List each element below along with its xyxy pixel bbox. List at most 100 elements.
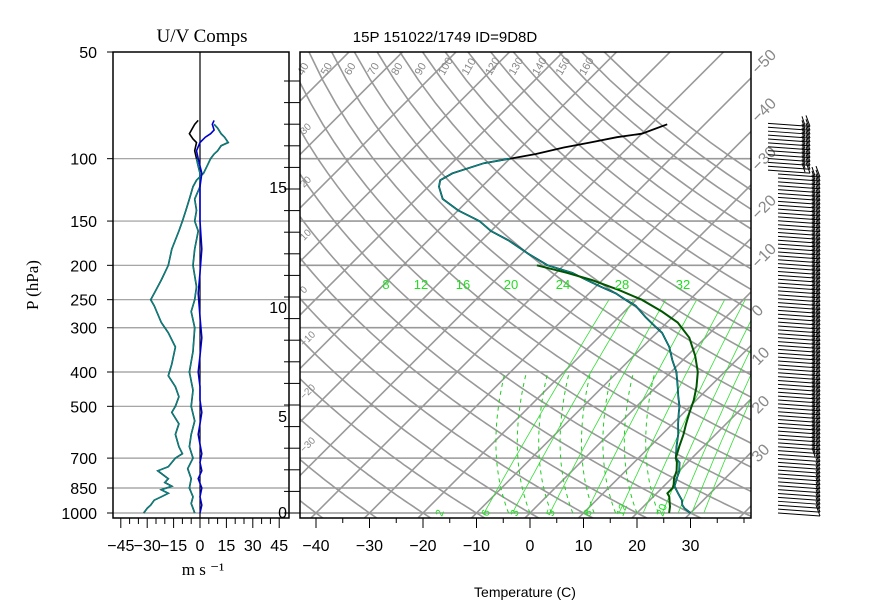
wind-barb [777,454,821,466]
wind-barb-shaft [767,165,811,170]
wind-barb-shaft [777,294,821,299]
skewt-xtick-label: −40 [302,538,329,555]
wind-barb-shaft [767,161,811,166]
wind-barb-shaft [767,130,811,135]
wind-barb-shaft [777,286,821,291]
wind-barb-shaft [777,333,821,338]
wind-barb-flag [815,442,821,454]
skewt-isotherm-labels-top: 40 50 60 70 80 90 100 110 120 130 140 150 160 [295,56,597,78]
uv-ptick-label-50: 50 [79,45,97,62]
wind-barb-flag [815,423,821,435]
wind-barb-flag [805,146,811,158]
skewt-dry-adiabat [444,52,751,312]
skewt-isotherm [790,36,887,521]
skewt-isotherm [630,397,751,518]
skewt-isotherm-label: 80 [389,61,406,78]
wind-barb-shaft [777,185,821,190]
wind-barb-flag [815,450,821,462]
wind-barb [777,458,821,470]
skewt-dry-adiabat [300,215,703,518]
wind-barb-flag [815,411,821,423]
wind-barb-flag [815,485,821,497]
skewt-pseudoadiabat-label: 2 [434,508,447,518]
wind-barb-flag [815,169,821,182]
skewt-mixing-ratio-label: 16 [456,277,470,292]
skewt-moist-adiabat [645,371,659,514]
wind-barb-flag [815,438,821,450]
skewt-mixing-ratio-label: 28 [615,277,629,292]
wind-barb-flag [805,158,811,170]
wind-barb-shaft [777,329,821,334]
wind-barb-shaft [777,372,821,377]
skewt-mixing-ratio-lines [483,299,751,514]
wind-barb-shaft [777,411,821,416]
wind-barb-shaft [767,169,811,174]
skewt-isotherm-label: 100 [436,56,456,78]
uv-xtick-label: 15 [218,538,236,555]
wind-barb [777,497,821,509]
skewt-dry-adiabat [300,458,379,518]
wind-barb [777,481,821,494]
wind-barb-shaft [777,177,821,182]
uv-y-axis-label: P (hPa) [23,260,42,310]
skewt-isotherm [309,76,751,518]
wind-barb-flag [815,232,821,244]
wind-barb-shaft [777,422,821,427]
wind-barb-flag [815,364,821,376]
skewt-dry-adiabat [421,52,751,333]
skewt-height-label: 5 [278,409,287,426]
wind-barb-shaft [777,243,821,248]
skewt-theta-label-left: −30 [298,435,318,455]
wind-barb-flag [815,181,821,193]
skewt-isotherm [0,36,312,521]
wind-barb-shaft [777,465,821,470]
wind-barb-shaft [777,282,821,287]
wind-barb-flag [811,166,816,177]
skewt-theta-label-right: 10 [749,344,774,369]
skewt-isotherm-label: 140 [530,56,550,78]
wind-barb-shaft [777,504,821,509]
wind-barb [767,119,811,131]
wind-barb-flag [815,497,821,509]
uv-xtick-label: −30 [134,538,161,555]
uv-ptick-label-100: 100 [70,152,97,169]
skewt-isotherm-label: 50 [319,61,336,78]
skewt-mixing-ratio-line [618,299,726,514]
wind-barb-flag [815,329,821,341]
skewt-isotherm [300,52,511,263]
wind-barb [777,169,821,182]
wind-barb-flag [815,469,821,482]
wind-barb [767,115,811,127]
wind-barb-flag [815,185,821,197]
uv-panel: U/V Comps 501001502002503004005007008501… [23,26,290,579]
skewt-dry-adiabat [300,297,595,518]
wind-barb-flag [805,123,811,135]
uv-series [143,119,230,514]
uv-series-v-cyan [143,123,230,514]
skewt-theta-label-right: −20 [749,192,780,223]
skewt-mixing-ratio-labels: 8 12 16 20 24 28 32 [382,277,690,292]
wind-barb-flag [815,368,821,380]
wind-barb-shaft [777,450,821,455]
skewt-dry-adiabat [399,52,751,354]
wind-barb-shaft [777,290,821,295]
uv-xtick-label: 45 [270,538,288,555]
skewt-pseudoadiabat-label: 20 [655,502,670,518]
wind-barb-shaft [777,208,821,213]
wind-barb-shaft [777,512,821,517]
skewt-series-dewpoint [438,158,691,514]
wind-barbs [767,115,821,517]
skewt-dry-adiabat [300,337,541,518]
wind-barb-shaft [777,368,821,373]
uv-ptick-label-150: 150 [70,214,97,231]
wind-barb-flag [815,399,821,411]
skewt-pseudoadiabat-label: 12 [615,502,630,518]
wind-barb-shaft [777,181,821,186]
wind-barb-shaft [777,376,821,381]
skewt-theta-label-right: −10 [749,241,780,272]
uv-ptick-label-300: 300 [70,321,97,338]
skewt-mixing-ratio-line [585,299,698,514]
skewt-theta-label-left: −10 [298,329,318,349]
wind-barb-shaft [767,157,811,162]
